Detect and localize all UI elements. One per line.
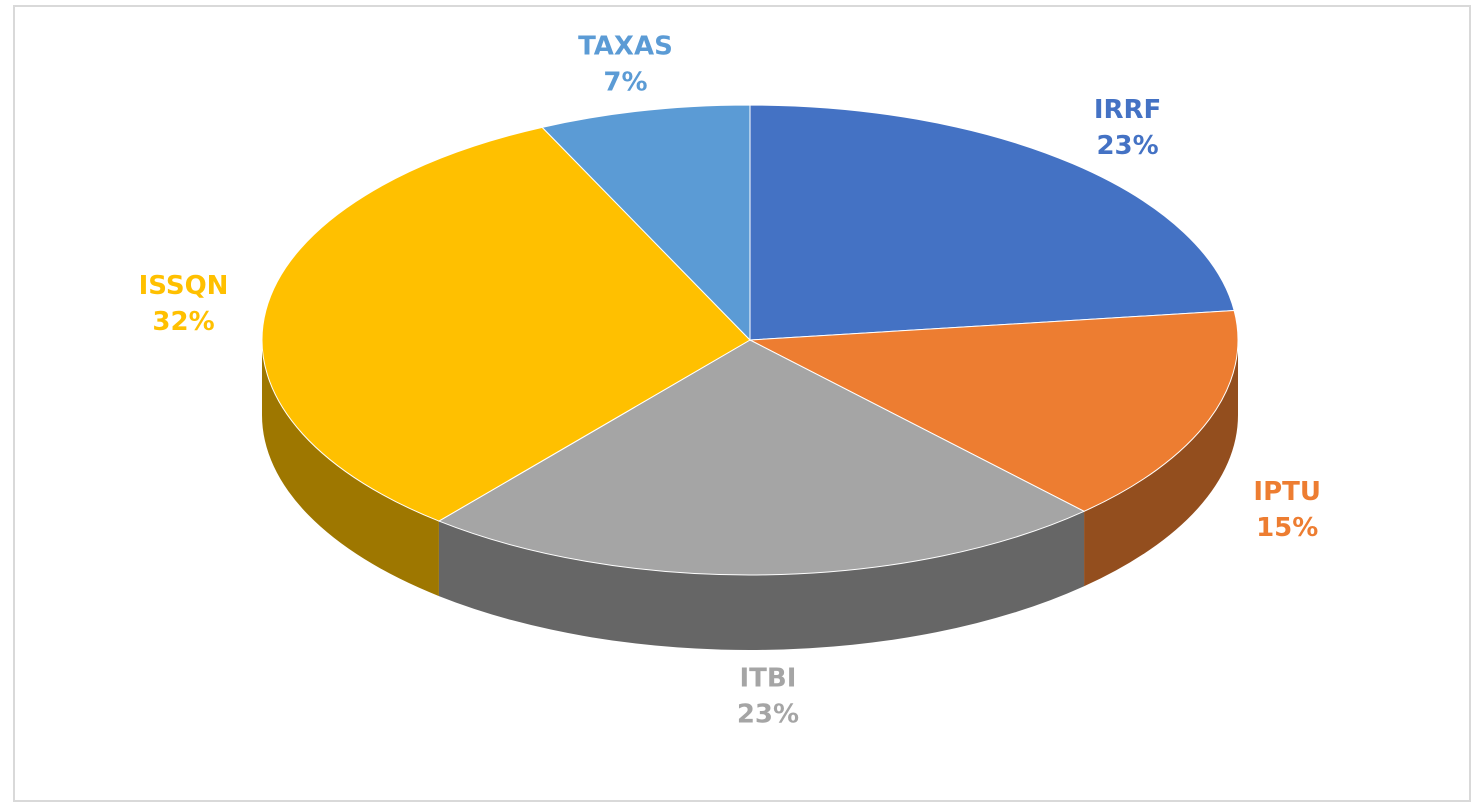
value-label: 7% xyxy=(603,67,647,97)
category-label: IPTU xyxy=(1253,477,1321,507)
pie-tops xyxy=(261,104,1239,576)
category-label: ISSQN xyxy=(139,271,229,301)
slice xyxy=(541,104,751,342)
slice-side xyxy=(1084,340,1238,587)
value-label: 32% xyxy=(152,307,214,337)
slice xyxy=(261,126,751,522)
category-label: IRRF xyxy=(1094,95,1161,125)
slice xyxy=(437,339,1086,576)
value-label: 15% xyxy=(1256,513,1318,543)
pie-sides xyxy=(262,340,1238,650)
data-labels: IRRF 23% IPTU 15% ITBI 23% ISSQN 32% TAXAS 7% xyxy=(139,31,1321,729)
slice-side xyxy=(438,511,1085,650)
slice xyxy=(749,104,1235,341)
slice xyxy=(748,310,1239,512)
value-label: 23% xyxy=(1096,131,1158,161)
slice-side xyxy=(262,340,439,597)
value-label: 23% xyxy=(737,699,799,729)
category-label: ITBI xyxy=(739,663,796,693)
category-label: TAXAS xyxy=(578,31,673,61)
